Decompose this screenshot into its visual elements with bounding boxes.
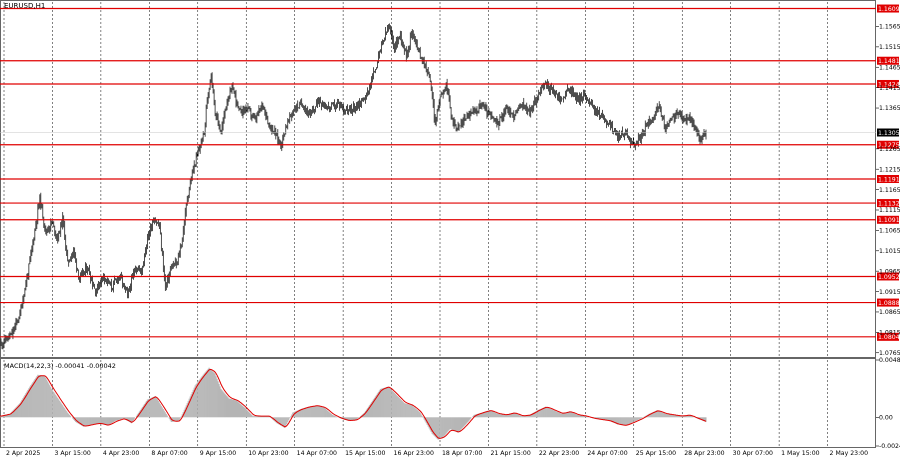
level-tag [877, 4, 899, 13]
y-tick-label: 1.0865 [879, 309, 900, 316]
y-tick-label: 1.1115 [879, 207, 900, 214]
x-tick-label: 4 Apr 23:00 [103, 450, 139, 457]
level-tag [877, 215, 899, 224]
x-tick-label: 16 Apr 23:00 [394, 450, 434, 457]
macd-panel [0, 367, 707, 440]
level-label: 1.1609 [878, 6, 900, 13]
y-tick-label: 1.1215 [879, 166, 900, 173]
y-tick-label: 1.0815 [879, 330, 900, 337]
macd-tick-label: 0.00 [879, 414, 893, 421]
level-label: 1.0804 [878, 334, 900, 341]
macd-signal-line [0, 369, 707, 439]
axes: 2 Apr 2025 3 Apr 15:00 4 Apr 23:00 8 Apr 07… [6, 24, 900, 457]
x-tick-label: 22 Apr 23:00 [539, 450, 579, 457]
x-tick-label: 15 Apr 15:00 [345, 450, 385, 457]
x-tick-label: 1 May 15:00 [781, 450, 820, 457]
level-tag [877, 140, 899, 149]
current-price-label: 1.1305 [878, 130, 900, 137]
current-price-tag [877, 128, 899, 137]
x-tick-label: 8 Apr 07:00 [151, 450, 187, 457]
y-tick-label: 1.1165 [879, 187, 900, 194]
y-tick-label: 1.0765 [879, 350, 900, 357]
level-label: 1.1481 [878, 58, 900, 65]
macd-tick-label: -0.00243 [879, 443, 900, 450]
x-tick-label: 25 Apr 15:00 [636, 450, 676, 457]
macd-label: MACD(14,22,3) -0.00041 -0.00042 [4, 362, 116, 370]
level-label: 1.1091 [878, 217, 900, 224]
level-label: 1.0952 [878, 274, 900, 281]
y-tick-label: 1.0915 [879, 289, 900, 296]
y-tick-label: 1.1515 [879, 44, 900, 51]
grid-lines [0, 0, 876, 448]
x-tick-label: 21 Apr 15:00 [490, 450, 530, 457]
y-tick-label: 1.1365 [879, 105, 900, 112]
level-label: 1.1191 [878, 176, 900, 183]
symbol-title: EURUSD,H1 [4, 2, 45, 10]
level-tag [877, 272, 899, 281]
level-tag [877, 298, 899, 307]
level-tag [877, 56, 899, 65]
level-label: 1.0888 [878, 300, 900, 307]
macd-tick-label: 0.00485 [879, 357, 900, 364]
level-tag [877, 332, 899, 341]
x-tick-label: 2 May 23:00 [830, 450, 869, 457]
macd-panel-border [0, 358, 876, 448]
level-label: 1.1275 [878, 142, 900, 149]
x-tick-label: 14 Apr 07:00 [297, 450, 337, 457]
y-tick-label: 1.0965 [879, 268, 900, 275]
level-label: 1.1424 [878, 81, 900, 88]
x-tick-label: 28 Apr 23:00 [684, 450, 724, 457]
x-tick-label: 2 Apr 2025 [6, 450, 40, 457]
y-tick-label: 1.1415 [879, 85, 900, 92]
y-tick-label: 1.1465 [879, 64, 900, 71]
price-candles [0, 23, 707, 350]
level-lines: 1.1609 1.1481 1.1424 1.1275 1.1191 1.1132 1.10… [0, 4, 900, 341]
x-tick-label: 30 Apr 07:00 [733, 450, 773, 457]
x-tick-label: 3 Apr 15:00 [54, 450, 90, 457]
level-tag [877, 79, 899, 88]
x-tick-label: 18 Apr 07:00 [442, 450, 482, 457]
level-label: 1.1132 [878, 200, 900, 207]
y-tick-label: 1.1565 [879, 24, 900, 31]
x-tick-label: 9 Apr 15:00 [200, 450, 236, 457]
x-tick-label: 24 Apr 07:00 [587, 450, 627, 457]
y-tick-label: 1.1265 [879, 146, 900, 153]
level-tag [877, 175, 899, 183]
x-tick-label: 10 Apr 23:00 [248, 450, 288, 457]
y-tick-label: 1.1015 [879, 248, 900, 255]
y-tick-label: 1.1065 [879, 228, 900, 235]
level-tag [877, 199, 899, 208]
